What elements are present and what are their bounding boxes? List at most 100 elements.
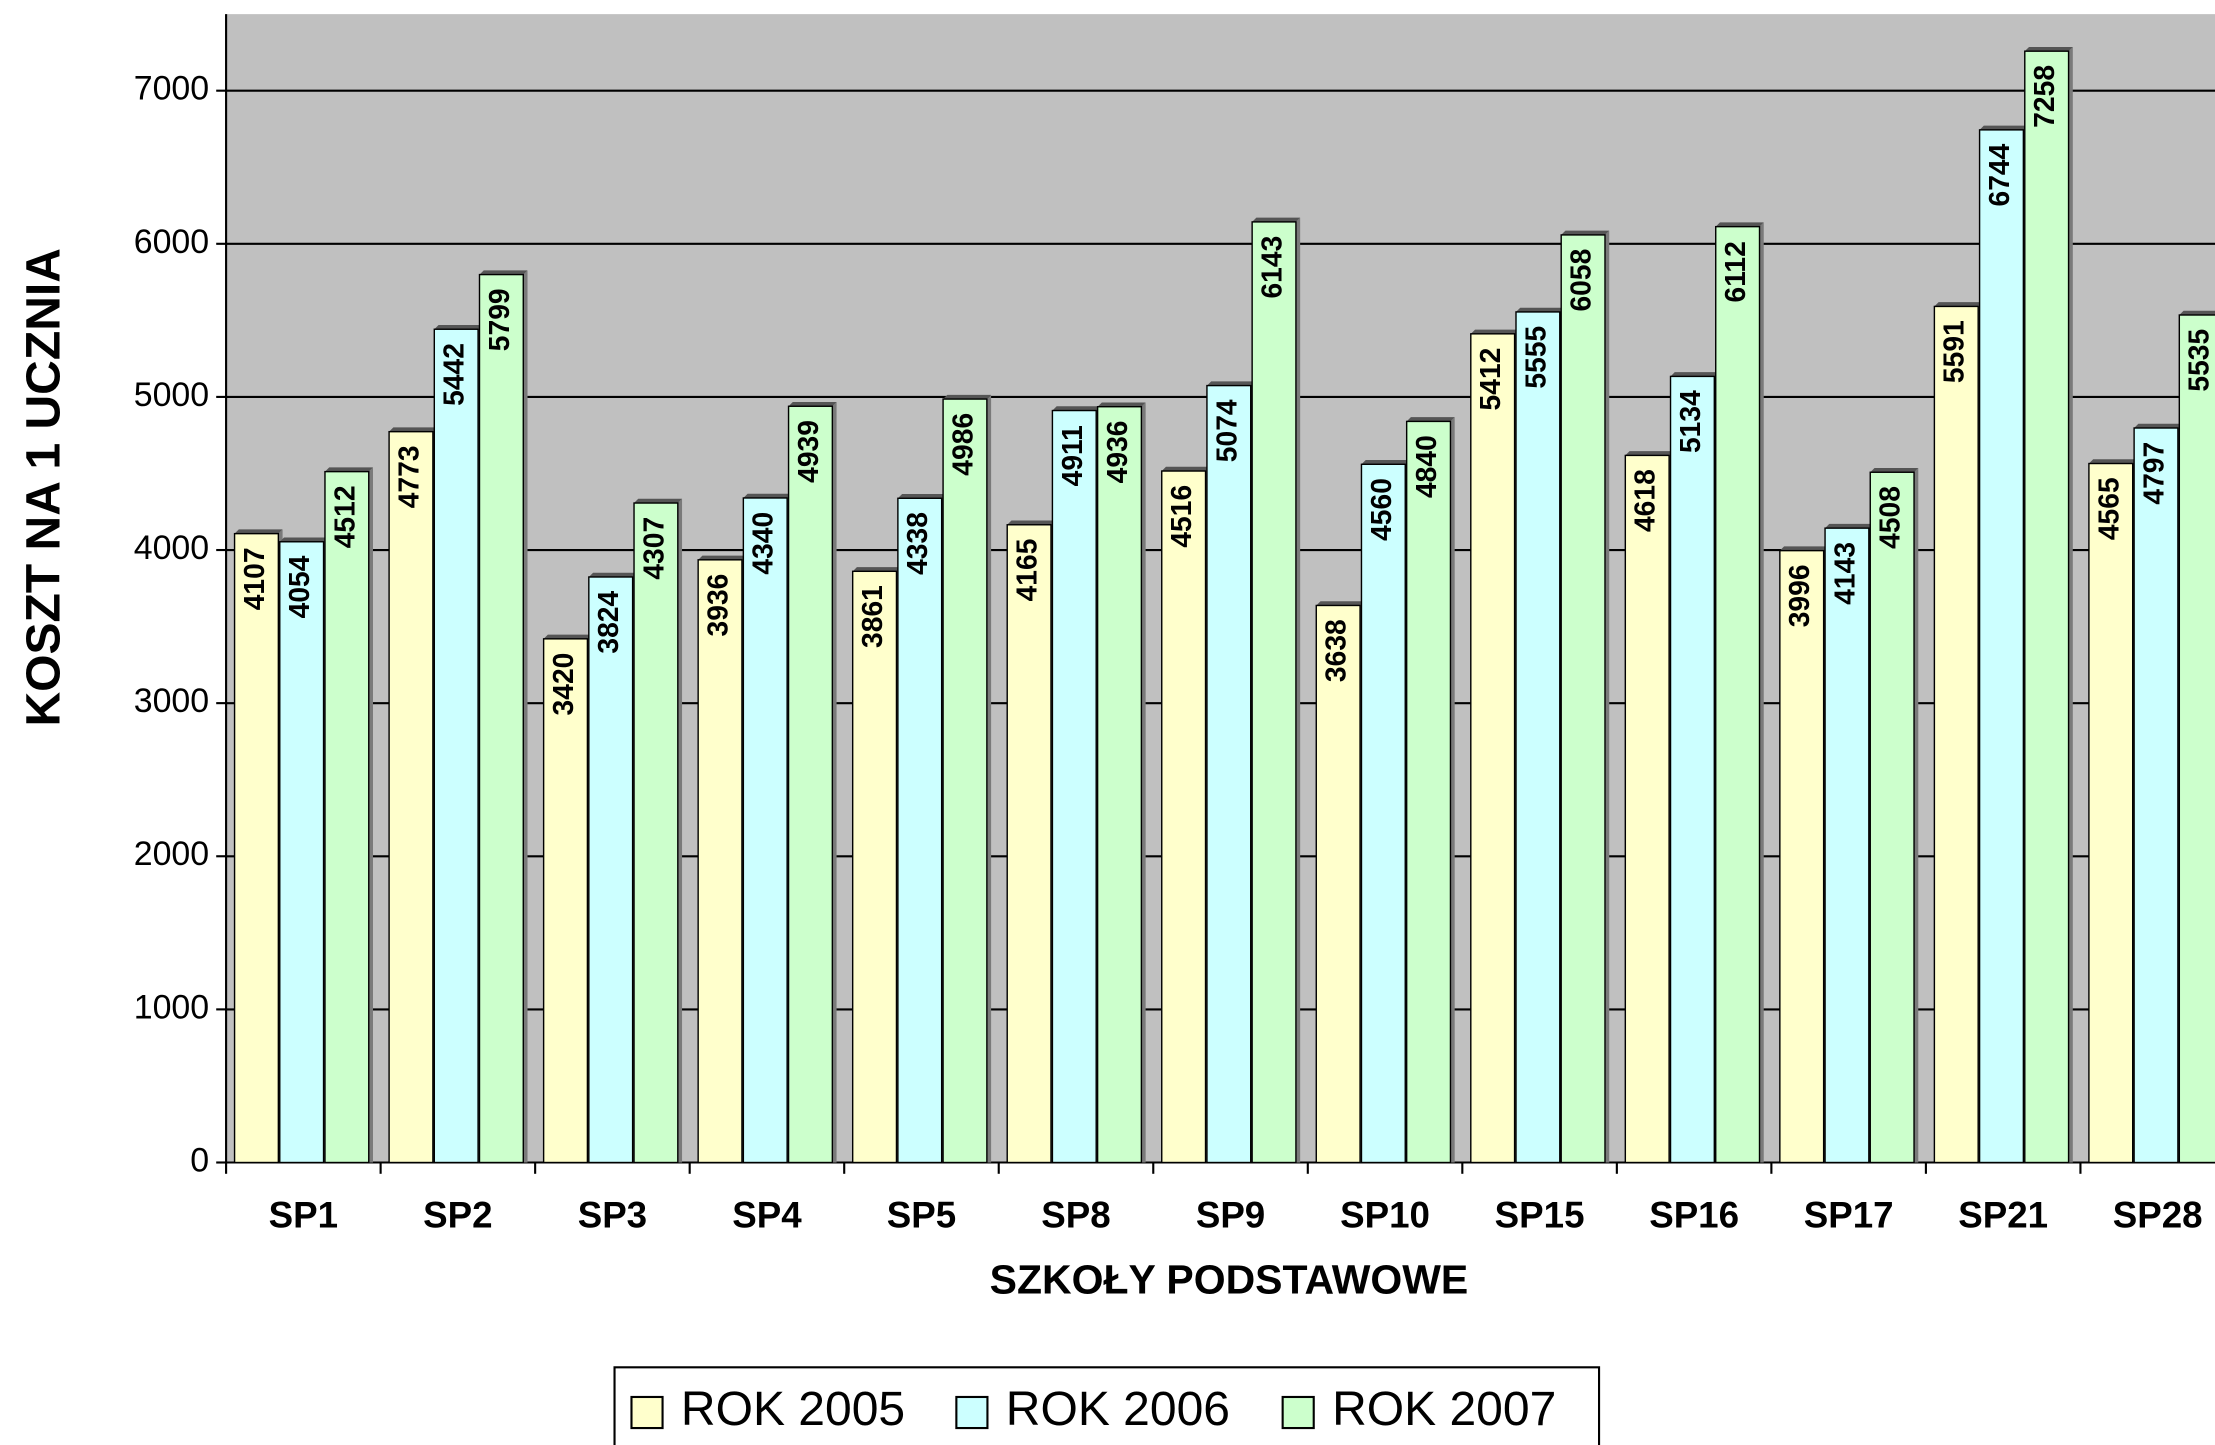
x-tick-label: SP16 (1649, 1194, 1739, 1235)
y-tick-label: 1000 (134, 988, 209, 1026)
bar (1051, 409, 1097, 1164)
bar-top (897, 494, 946, 499)
legend-swatch (1281, 1395, 1315, 1430)
data-label: 4773 (392, 445, 424, 508)
bar-top (234, 529, 283, 534)
bar (324, 470, 370, 1164)
bar-top (279, 537, 328, 542)
bar-top (324, 467, 373, 472)
bar-top (1715, 222, 1764, 227)
bar-top (434, 325, 483, 330)
data-label: 4911 (1056, 425, 1088, 486)
data-label: 4165 (1011, 539, 1043, 602)
data-label: 5591 (1938, 320, 1970, 383)
bar (1824, 527, 1870, 1164)
bar (588, 576, 634, 1164)
x-tick-label: SP3 (578, 1194, 647, 1235)
bar (542, 638, 589, 1164)
data-label: 5555 (1519, 326, 1551, 389)
bar (1096, 406, 1143, 1164)
y-tick-label: 7000 (134, 70, 209, 108)
data-label: 6112 (1719, 241, 1751, 302)
data-label: 3420 (547, 653, 579, 716)
bar-side (2068, 46, 2073, 1163)
data-label: 4340 (747, 512, 779, 575)
x-axis-title: SZKOŁY PODSTAWOWE (990, 1256, 1469, 1302)
bar-top (1625, 451, 1674, 456)
data-label: 3936 (702, 574, 734, 637)
x-tick-label: SP28 (2113, 1194, 2203, 1235)
bar-top (1870, 468, 1919, 473)
bar-top (2088, 459, 2137, 464)
data-label: 4338 (901, 512, 933, 575)
bar-top (1825, 523, 1874, 529)
bar (787, 405, 834, 1164)
bar (1006, 524, 1052, 1164)
bar-top (588, 572, 637, 577)
data-label: 4797 (2137, 442, 2169, 505)
data-label: 4939 (792, 420, 824, 483)
y-tick-label: 0 (190, 1141, 209, 1179)
bar (1206, 384, 1252, 1164)
bar (1405, 420, 1452, 1164)
x-tick-label: SP15 (1495, 1194, 1585, 1235)
x-tick-label: SP8 (1041, 1194, 1110, 1235)
bar (1560, 234, 1606, 1164)
bar (1360, 463, 1406, 1164)
bar-top (389, 427, 438, 432)
bar-top (1206, 381, 1255, 386)
bar (1470, 333, 1516, 1164)
data-label: 5134 (1674, 390, 1706, 453)
legend-swatch (630, 1395, 664, 1430)
x-tick-label: SP4 (732, 1194, 802, 1235)
bar-side (1141, 402, 1146, 1163)
bar-side (1450, 417, 1455, 1163)
data-label: 6143 (1256, 236, 1288, 299)
bar (697, 559, 743, 1164)
bar (1315, 604, 1361, 1164)
bar-top (1097, 402, 1146, 407)
data-label: 4508 (1874, 486, 1906, 549)
bar (279, 541, 325, 1164)
x-tick-label: SP21 (1958, 1194, 2048, 1235)
bar-top (1406, 417, 1455, 422)
data-label: 4560 (1365, 478, 1397, 541)
bar (1978, 129, 2025, 1164)
bar-side (832, 402, 837, 1163)
bar-top (1161, 466, 1210, 472)
bar-side (368, 467, 373, 1163)
bar (851, 570, 898, 1164)
bar (1715, 225, 1761, 1164)
data-label: 5412 (1474, 348, 1506, 411)
x-tick-label: SP9 (1196, 1194, 1265, 1235)
y-tick-label: 6000 (134, 223, 209, 261)
bar-top (634, 498, 683, 504)
bar-top (1670, 372, 1719, 377)
bar (1251, 221, 1297, 1164)
x-tick-label: SP17 (1804, 1194, 1894, 1235)
data-label: 4840 (1410, 435, 1442, 498)
bar-top (1470, 329, 1519, 334)
legend-swatch (955, 1395, 989, 1430)
bar-top (2134, 423, 2183, 428)
bar-top (1361, 460, 1410, 465)
x-tick-label: SP2 (423, 1194, 492, 1235)
legend-label: ROK 2005 (681, 1383, 905, 1436)
data-label: 3824 (592, 590, 624, 653)
bar (1624, 454, 1670, 1164)
data-label: 4143 (1828, 542, 1860, 605)
data-label: 5074 (1210, 399, 1242, 462)
bar-top (1934, 302, 1983, 307)
bar-side (677, 498, 683, 1163)
bar (1779, 549, 1825, 1164)
data-label: 3996 (1783, 564, 1815, 627)
bar (1161, 470, 1207, 1164)
bar (433, 328, 479, 1164)
bar-side (1604, 230, 1610, 1163)
bar-top (1561, 230, 1610, 235)
data-label: 6058 (1565, 249, 1597, 312)
data-label: 5799 (483, 288, 515, 351)
legend-label: ROK 2006 (1006, 1383, 1230, 1436)
data-label: 4986 (946, 413, 978, 476)
